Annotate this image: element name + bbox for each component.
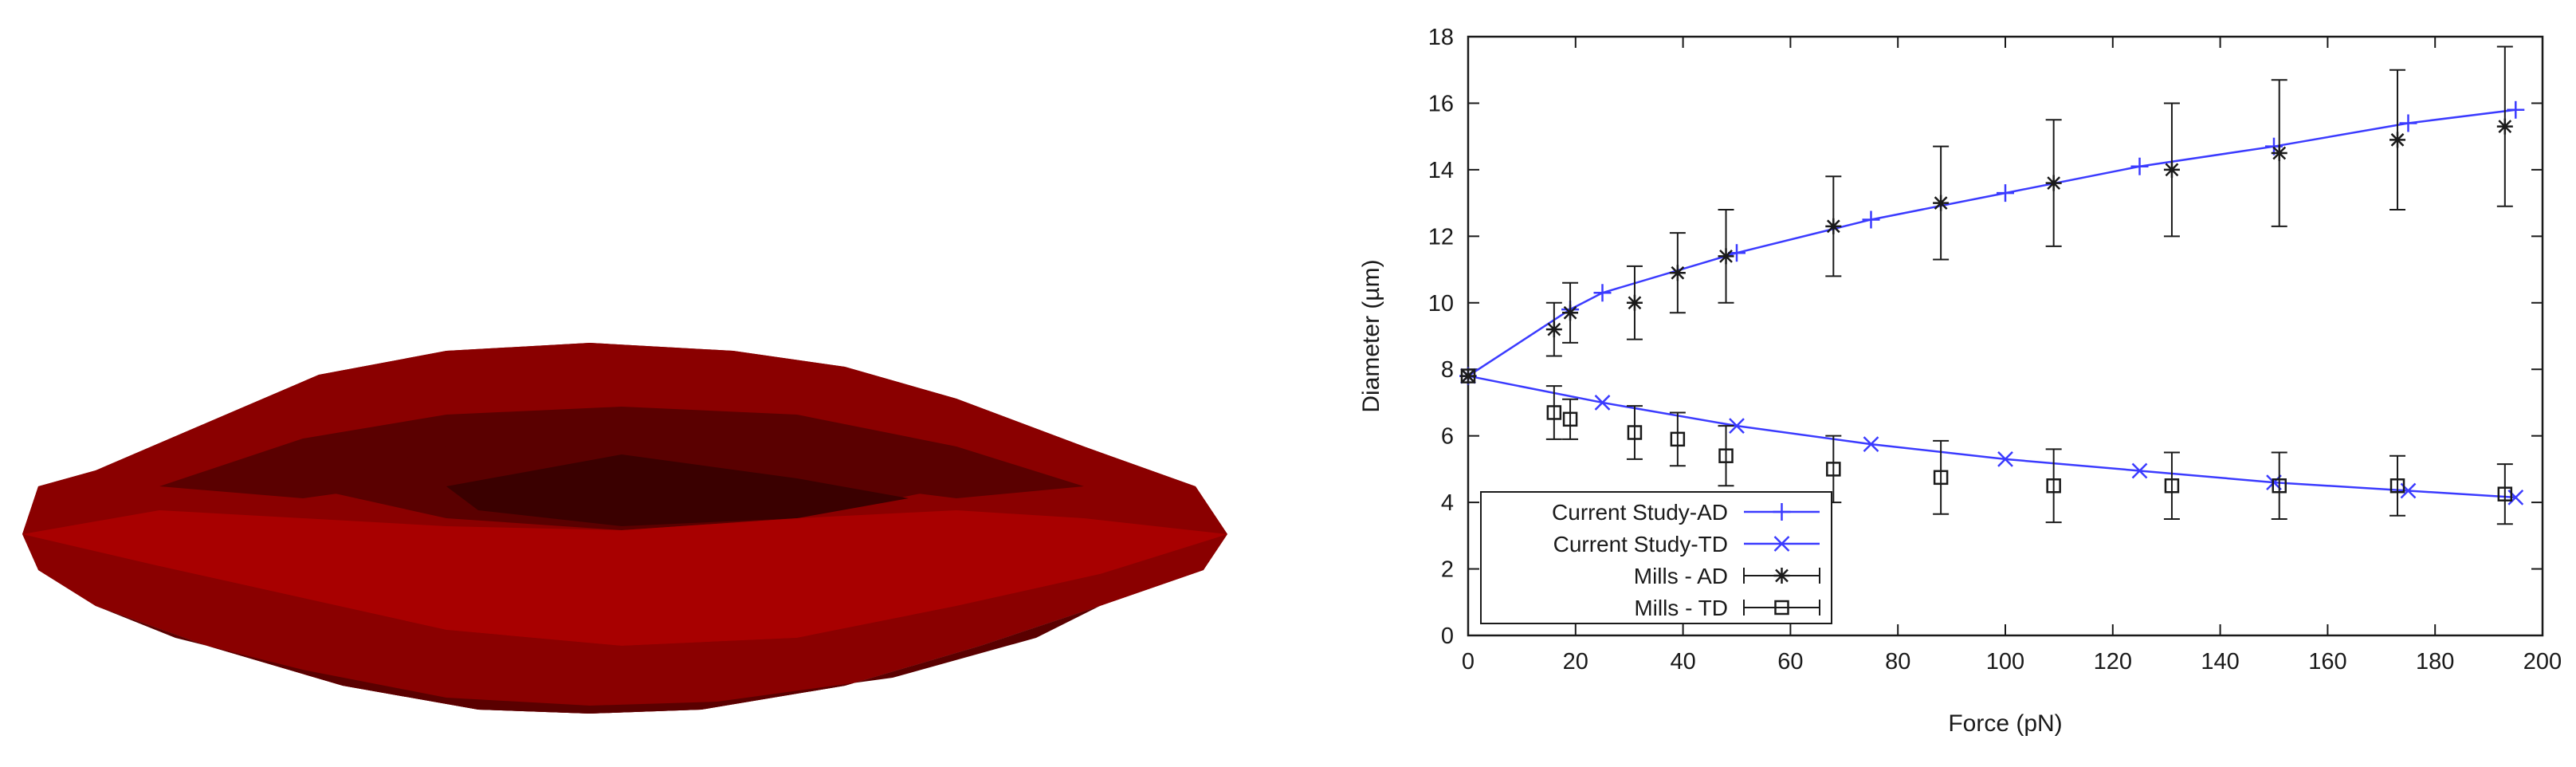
x-tick-label: 180 [2416,649,2454,675]
series-1 [1460,368,2524,505]
chart-svg: 0 20 40 60 80 100 120 140 160 180 200 0 2 4 6 8 10 12 14 16… [1358,25,2562,737]
x-tick-label: 160 [2308,649,2346,675]
x-marker-b [2272,146,2287,160]
y-tick-label: 0 [1441,623,1454,649]
x-marker-b [2498,120,2512,134]
square-marker [2272,478,2287,494]
x-marker-b [2400,482,2417,499]
square-marker [1774,600,1789,616]
cell-mesh-svg [22,343,1227,714]
x-marker-b [1773,536,1790,552]
x-marker-b [1719,249,1733,263]
square-marker [2497,486,2513,502]
square-marker [1826,462,1841,477]
red-blood-cell-render [0,0,1291,763]
legend-label: Mills - TD [1634,596,1728,620]
x-axis-label: Force (pN) [1948,710,2062,737]
square-marker [1718,448,1734,463]
legend-label: Mills - AD [1634,564,1728,588]
legend-label: Current Study-TD [1553,532,1728,557]
y-tick-label: 4 [1441,490,1454,516]
square-marker [1562,411,1578,427]
y-tick-label: 14 [1428,158,1454,183]
y-tick-label: 2 [1441,557,1454,583]
series-3 [1460,368,2513,525]
x-tick-label: 140 [2201,649,2239,675]
x-marker-b [1461,369,1475,383]
x-marker-b [1826,219,1840,234]
y-tick-label: 12 [1428,224,1454,250]
x-marker-b [2047,176,2061,190]
x-marker-b [2390,132,2405,147]
x-marker-b [1729,418,1745,435]
square-marker [1933,470,1949,486]
square-marker [1627,425,1643,440]
x-marker-b [1563,305,1577,320]
x-marker-b [1594,395,1611,411]
legend-label: Current Study-AD [1552,500,1728,525]
square-marker [2164,478,2180,494]
series-line [1467,108,2516,377]
diameter-force-chart: 0 20 40 60 80 100 120 140 160 180 200 0 2 4 6 8 10 12 14 16… [1323,0,2576,763]
x-tick-label: 40 [1670,649,1695,675]
x-marker-b [1671,266,1685,280]
ticks: 0 20 40 60 80 100 120 140 160 180 200 0 2 4 6 8 10 12 14 16… [1428,25,2562,675]
y-tick-label: 8 [1441,357,1454,383]
x-marker-b [1997,450,2013,467]
cell-facet [22,510,1227,646]
series [1459,45,2525,525]
series-0 [1459,100,2525,385]
series-2 [1460,45,2513,384]
x-tick-label: 60 [1777,649,1803,675]
x-tick-label: 100 [1986,649,2024,675]
y-tick-label: 16 [1428,91,1454,116]
x-marker-b [1547,322,1561,336]
square-marker [1546,405,1562,420]
y-tick-label: 10 [1428,291,1454,317]
x-tick-label: 120 [2094,649,2132,675]
legend: Current Study-AD Current Study-TD Mills - … [1480,491,1832,624]
y-tick-label: 6 [1441,424,1454,450]
cell-facets [22,343,1227,714]
square-marker [2389,478,2405,494]
x-marker-b [1775,568,1789,583]
x-tick-label: 80 [1885,649,1910,675]
square-marker [1460,368,1476,384]
cell-facet [446,454,909,526]
square-marker [2046,478,2061,494]
x-marker-b [2131,462,2148,479]
x-tick-label: 200 [2523,649,2562,675]
x-marker-b [2507,489,2524,505]
series-line [1467,375,2516,499]
x-tick-label: 20 [1563,649,1588,675]
x-tick-label: 0 [1462,649,1475,675]
x-marker-b [2165,163,2179,177]
square-marker [1670,431,1686,447]
x-marker-b [1863,436,1879,452]
y-axis-label: Diameter (µm) [1358,259,1384,412]
x-marker-b [1628,296,1642,310]
legend-box [1480,491,1832,624]
x-marker-b [1934,196,1948,210]
y-tick-label: 18 [1428,25,1454,50]
